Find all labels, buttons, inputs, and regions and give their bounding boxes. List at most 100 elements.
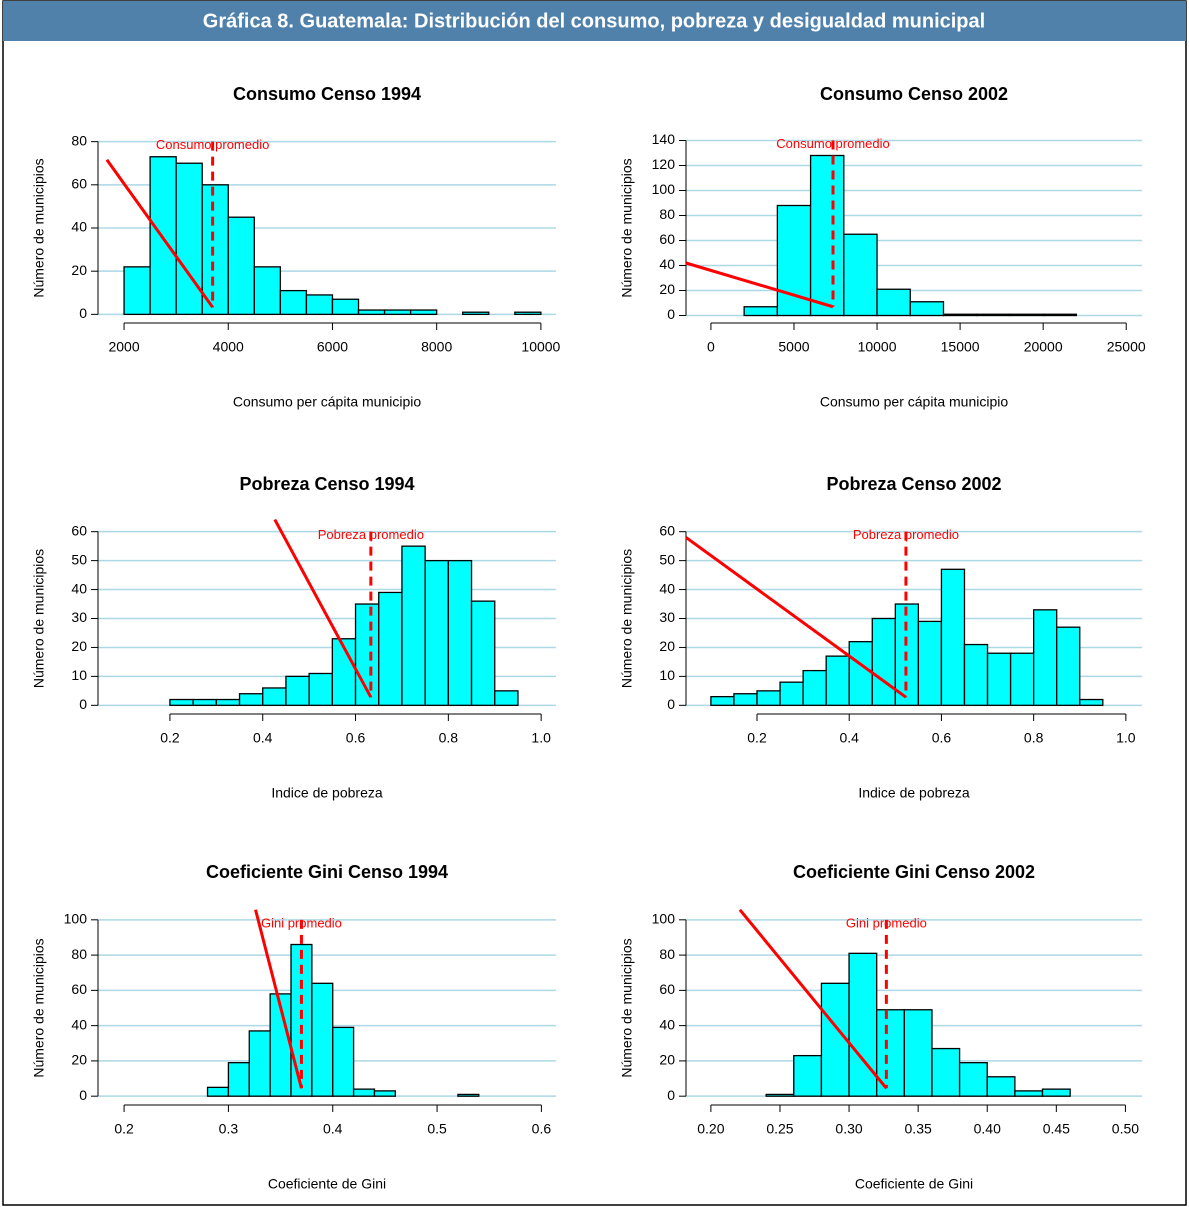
bar xyxy=(1009,652,1035,706)
y-tick-label: 80 xyxy=(71,132,87,148)
bar xyxy=(931,1047,961,1097)
bar xyxy=(942,313,978,317)
x-tick-label: 0.8 xyxy=(439,730,459,746)
x-tick-label: 0.3 xyxy=(219,1121,239,1137)
bar xyxy=(917,620,943,706)
annotation: Pobreza promedio xyxy=(318,527,424,542)
bar xyxy=(227,1062,250,1097)
bar xyxy=(876,288,911,317)
y-axis-label: Número de municipios xyxy=(31,158,47,297)
x-axis-label: Coeficiente de Gini xyxy=(268,1176,386,1192)
x-tick-label: 6000 xyxy=(317,339,348,355)
x-tick-label: 0.5 xyxy=(427,1121,447,1137)
bar xyxy=(383,309,412,316)
bar xyxy=(285,675,310,706)
bar xyxy=(976,313,1011,317)
x-tick-label: 10000 xyxy=(521,339,560,355)
bar xyxy=(958,1062,988,1097)
y-tick-label: 20 xyxy=(659,638,675,654)
bar xyxy=(206,1086,230,1097)
bar xyxy=(227,216,255,316)
y-tick-label: 140 xyxy=(652,131,676,147)
y-tick-label: 50 xyxy=(71,551,87,567)
y-tick-label: 0 xyxy=(667,1087,675,1103)
bar xyxy=(903,1009,933,1097)
y-tick-label: 30 xyxy=(659,609,675,625)
bar xyxy=(514,311,542,316)
bar xyxy=(409,309,438,316)
y-tick-label: 40 xyxy=(71,1016,87,1032)
bar xyxy=(1032,609,1058,706)
x-tick-label: 25000 xyxy=(1107,339,1146,355)
bar xyxy=(123,266,151,316)
red-line xyxy=(685,261,834,309)
y-tick-label: 20 xyxy=(71,1052,87,1068)
y-tick-label: 80 xyxy=(659,206,675,222)
bar xyxy=(963,643,989,706)
bar xyxy=(401,545,426,706)
y-tick-label: 40 xyxy=(71,219,87,235)
y-tick-label: 0 xyxy=(79,1087,87,1103)
bar xyxy=(848,952,878,1097)
y-tick-label: 100 xyxy=(652,181,676,197)
bar xyxy=(215,698,241,706)
x-tick-label: 8000 xyxy=(421,339,452,355)
y-tick-label: 40 xyxy=(71,580,87,596)
y-tick-label: 60 xyxy=(659,522,675,538)
bar xyxy=(1041,1088,1071,1097)
x-tick-label: 15000 xyxy=(941,339,980,355)
bar xyxy=(238,693,264,706)
y-axis-label: Número de municipios xyxy=(619,549,635,688)
bar xyxy=(779,681,804,706)
chart-title: Coeficiente Gini Censo 2002 xyxy=(793,862,1035,882)
red-line xyxy=(105,158,214,309)
bar xyxy=(169,698,194,706)
bar xyxy=(424,559,449,706)
x-tick-label: 0.6 xyxy=(932,730,952,746)
x-tick-label: 0.6 xyxy=(532,1121,552,1137)
y-tick-label: 50 xyxy=(659,551,675,567)
x-tick-label: 0.2 xyxy=(114,1121,134,1137)
bar xyxy=(940,568,966,706)
x-tick-label: 4000 xyxy=(213,339,244,355)
x-tick-label: 0.40 xyxy=(974,1121,1001,1137)
x-tick-label: 0.4 xyxy=(323,1121,343,1137)
annotation: Consumo promedio xyxy=(776,136,889,151)
bar xyxy=(149,156,177,316)
bar xyxy=(248,1030,271,1097)
y-tick-label: 120 xyxy=(652,156,676,172)
annotation: Gini promedio xyxy=(846,915,927,930)
y-tick-label: 40 xyxy=(659,580,675,596)
y-tick-label: 100 xyxy=(652,911,676,927)
bar xyxy=(192,698,217,706)
bar xyxy=(733,693,758,706)
x-axis-label: Indice de pobreza xyxy=(271,785,383,801)
x-tick-label: 0.25 xyxy=(766,1121,793,1137)
x-tick-label: 0.4 xyxy=(839,730,859,746)
bar xyxy=(331,298,360,316)
bar xyxy=(871,617,896,706)
y-tick-label: 10 xyxy=(71,667,87,683)
bar xyxy=(909,301,945,317)
bar xyxy=(175,162,203,316)
red-line xyxy=(685,536,907,699)
y-tick-label: 20 xyxy=(659,281,675,297)
bar xyxy=(305,294,334,316)
bar xyxy=(357,309,386,316)
bar xyxy=(848,641,873,706)
y-tick-label: 60 xyxy=(71,522,87,538)
x-tick-label: 0.45 xyxy=(1043,1121,1070,1137)
bar xyxy=(825,655,850,706)
red-line xyxy=(273,518,373,698)
bar xyxy=(1009,313,1044,317)
chart-title: Pobreza Censo 1994 xyxy=(239,474,414,494)
bar xyxy=(311,982,334,1097)
x-axis-label: Consumo per cápita municipio xyxy=(233,394,422,410)
x-tick-label: 20000 xyxy=(1024,339,1063,355)
bar xyxy=(756,690,781,706)
y-tick-label: 20 xyxy=(659,1052,675,1068)
x-axis-label: Indice de pobreza xyxy=(858,785,970,801)
bar xyxy=(1079,698,1104,706)
bar xyxy=(308,672,333,706)
bar xyxy=(373,1090,396,1097)
